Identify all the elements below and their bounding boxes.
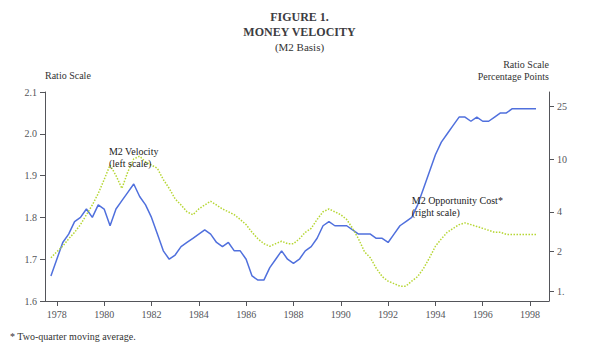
svg-text:(M2 Basis): (M2 Basis)	[275, 41, 325, 54]
svg-text:1.: 1.	[557, 286, 565, 297]
svg-text:1.9: 1.9	[25, 170, 38, 181]
svg-text:25: 25	[557, 101, 567, 112]
svg-text:1.6: 1.6	[25, 296, 38, 307]
svg-text:MONEY VELOCITY: MONEY VELOCITY	[243, 25, 356, 39]
svg-text:Ratio Scale: Ratio Scale	[45, 70, 91, 81]
svg-text:1984: 1984	[189, 309, 209, 320]
svg-text:Ratio Scale: Ratio Scale	[503, 59, 549, 70]
svg-text:1990: 1990	[331, 309, 351, 320]
svg-text:FIGURE 1.: FIGURE 1.	[270, 10, 329, 24]
svg-text:2.0: 2.0	[25, 128, 38, 139]
svg-text:2.1: 2.1	[25, 87, 38, 98]
svg-text:1980: 1980	[94, 309, 114, 320]
svg-text:1.7: 1.7	[25, 254, 38, 265]
svg-text:(right scale): (right scale)	[412, 207, 460, 219]
svg-text:4: 4	[557, 206, 562, 217]
svg-text:(left scale): (left scale)	[109, 158, 151, 170]
svg-text:1.8: 1.8	[25, 212, 38, 223]
svg-text:1996: 1996	[473, 309, 493, 320]
svg-text:1998: 1998	[520, 309, 540, 320]
svg-text:1982: 1982	[141, 309, 161, 320]
svg-text:10: 10	[557, 154, 567, 165]
svg-text:2: 2	[557, 246, 562, 257]
svg-text:1994: 1994	[425, 309, 445, 320]
svg-text:Percentage Points: Percentage Points	[478, 71, 549, 82]
svg-text:* Two-quarter moving average.: * Two-quarter moving average.	[10, 331, 136, 342]
svg-text:1988: 1988	[283, 309, 303, 320]
svg-text:1986: 1986	[236, 309, 256, 320]
svg-text:1978: 1978	[47, 309, 67, 320]
svg-text:M2 Opportunity Cost*: M2 Opportunity Cost*	[412, 195, 503, 206]
svg-text:1992: 1992	[378, 309, 398, 320]
svg-text:M2 Velocity: M2 Velocity	[109, 146, 159, 157]
